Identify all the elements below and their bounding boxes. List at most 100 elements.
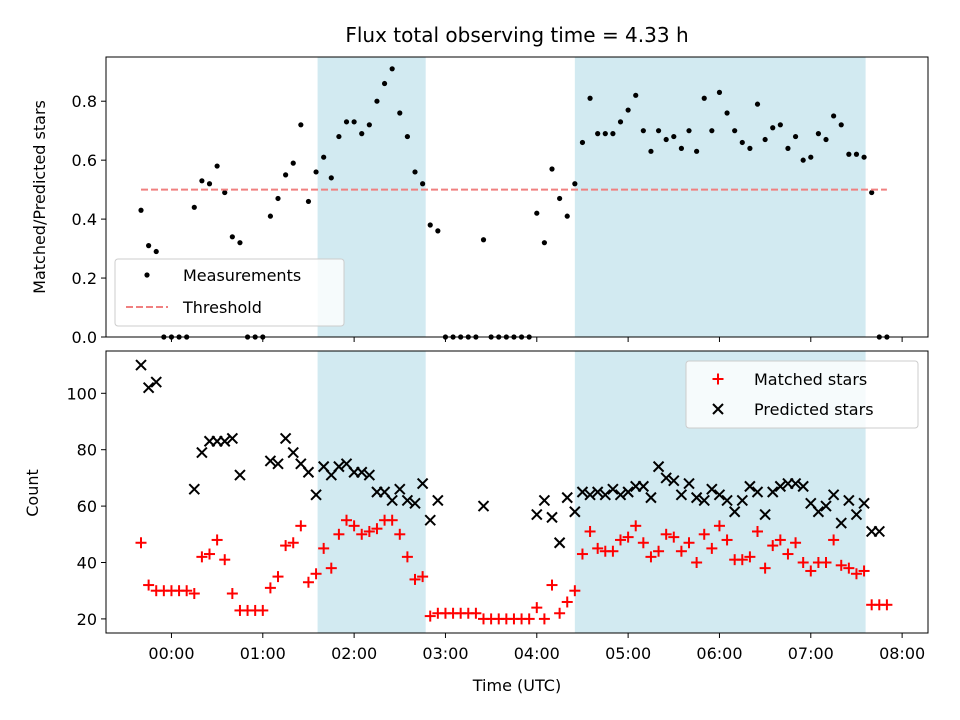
predicted-stars-point bbox=[546, 511, 558, 524]
measurement-point bbox=[846, 151, 852, 157]
predicted-stars-point bbox=[409, 497, 421, 509]
measurement-point bbox=[336, 133, 342, 140]
matched-stars-point bbox=[348, 520, 360, 532]
matched-stars-point bbox=[653, 545, 665, 557]
measurement-point bbox=[587, 95, 593, 101]
x-tick-label: 01:00 bbox=[240, 644, 286, 663]
legend-measurements-label: Measurements bbox=[183, 266, 301, 285]
measurement-point bbox=[229, 234, 235, 240]
predicted-stars-point bbox=[767, 486, 779, 498]
measurement-point bbox=[602, 131, 608, 137]
predicted-stars-point bbox=[736, 494, 748, 507]
matched-stars-point bbox=[858, 565, 870, 577]
x-tick-label: 02:00 bbox=[331, 644, 377, 663]
matched-stars-point bbox=[196, 551, 208, 563]
predicted-stars-point bbox=[287, 446, 299, 459]
matched-stars-point bbox=[538, 613, 550, 625]
matched-stars-point bbox=[424, 610, 436, 622]
matched-stars-point bbox=[257, 604, 269, 616]
matched-stars-point bbox=[759, 562, 771, 574]
measurement-point bbox=[694, 148, 700, 154]
measurement-point bbox=[313, 169, 319, 175]
measurement-point bbox=[534, 210, 540, 216]
predicted-stars-point bbox=[797, 480, 809, 493]
measurement-point bbox=[153, 248, 159, 255]
measurement-point bbox=[290, 160, 296, 166]
matched-stars-point bbox=[805, 565, 817, 577]
matched-stars-point bbox=[576, 548, 588, 560]
predicted-stars-point bbox=[850, 508, 863, 521]
measurement-point bbox=[716, 89, 723, 95]
predicted-stars-point bbox=[827, 489, 840, 501]
matched-stars-point bbox=[660, 528, 672, 540]
predicted-stars-point bbox=[607, 483, 619, 495]
measurement-point bbox=[138, 207, 144, 213]
measurement-point bbox=[366, 122, 372, 128]
predicted-stars-point bbox=[310, 489, 322, 501]
x-tick-label: 08:00 bbox=[879, 644, 925, 663]
measurement-point bbox=[343, 119, 350, 125]
matched-stars-point bbox=[386, 514, 398, 526]
measurement-point bbox=[549, 166, 555, 172]
measurement-point bbox=[640, 128, 646, 134]
measurement-point bbox=[351, 119, 357, 125]
measurement-point bbox=[595, 131, 601, 137]
measurement-point bbox=[655, 128, 662, 134]
predicted-stars-point bbox=[394, 483, 406, 495]
matched-stars-point bbox=[828, 534, 840, 546]
measurement-point bbox=[869, 189, 875, 196]
matched-stars-point bbox=[470, 607, 482, 619]
measurement-point bbox=[747, 145, 753, 151]
measurement-point bbox=[633, 92, 639, 98]
matched-stars-point bbox=[752, 525, 764, 537]
y-tick-label: 0.0 bbox=[72, 328, 97, 347]
matched-stars-point bbox=[181, 585, 193, 597]
matched-stars-point bbox=[615, 534, 627, 546]
measurement-point bbox=[397, 110, 403, 116]
matched-stars-point bbox=[341, 514, 353, 526]
matched-stars-point bbox=[325, 562, 337, 574]
predicted-stars-point bbox=[637, 480, 650, 493]
matched-stars-point bbox=[287, 537, 299, 549]
matched-stars-point bbox=[698, 528, 710, 540]
predicted-stars-point bbox=[591, 486, 604, 498]
x-tick-label: 03:00 bbox=[422, 644, 468, 663]
matched-stars-point bbox=[264, 582, 276, 594]
predicted-stars-point bbox=[188, 483, 200, 495]
x-tick-label: 07:00 bbox=[788, 644, 834, 663]
measurement-point bbox=[267, 213, 273, 219]
measurement-point bbox=[214, 163, 220, 169]
measurement-point bbox=[389, 66, 395, 72]
y-tick-label: 0.8 bbox=[72, 92, 97, 111]
measurement-point bbox=[564, 213, 570, 219]
bottom-axes-frame bbox=[105, 350, 929, 634]
matched-stars-point bbox=[881, 599, 893, 611]
matched-stars-point bbox=[622, 531, 634, 543]
predicted-stars-point bbox=[690, 491, 703, 504]
count-series bbox=[135, 359, 893, 625]
matched-stars-point bbox=[797, 557, 809, 568]
predicted-stars-point bbox=[873, 525, 885, 538]
bottom-panel: 20 40 60 80 100 00:00 01:00 02:00 03:00 04:00 05:… bbox=[23, 350, 929, 695]
predicted-stars-point bbox=[820, 500, 832, 512]
measurement-point bbox=[648, 148, 654, 154]
top-y-axis: 0.0 0.2 0.4 0.6 0.8 bbox=[72, 92, 106, 347]
x-tick-label: 00:00 bbox=[148, 644, 194, 663]
legend-matched-marker bbox=[712, 373, 724, 385]
matched-stars-point bbox=[569, 585, 581, 597]
predicted-stars-point bbox=[561, 491, 573, 504]
matched-stars-point bbox=[295, 520, 307, 532]
matched-stars-point bbox=[394, 528, 406, 540]
measurement-point bbox=[678, 145, 685, 151]
matched-stars-point bbox=[546, 579, 558, 591]
matched-stars-point bbox=[736, 554, 748, 566]
matched-stars-point bbox=[143, 579, 155, 591]
measurement-point bbox=[283, 172, 289, 178]
measurement-point bbox=[480, 237, 487, 243]
predicted-stars-point bbox=[531, 508, 543, 521]
predicted-stars-point bbox=[706, 483, 718, 495]
measurement-point bbox=[823, 136, 829, 143]
measurement-point bbox=[617, 119, 624, 125]
bottom-y-axis-label: Count bbox=[23, 469, 42, 517]
matched-stars-point bbox=[401, 551, 413, 563]
